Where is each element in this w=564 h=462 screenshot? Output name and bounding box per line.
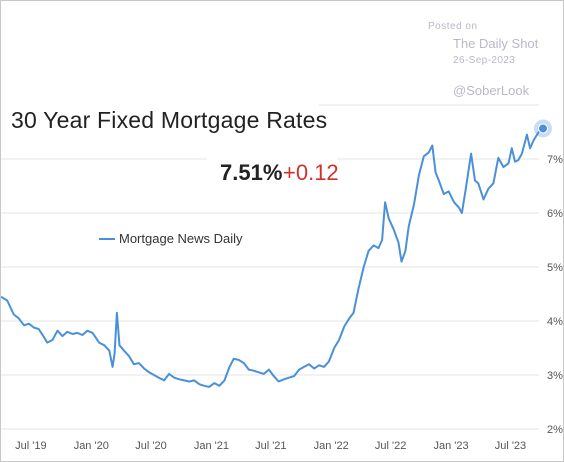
watermark-source: The Daily Shot bbox=[453, 36, 539, 51]
legend[interactable]: Mortgage News Daily bbox=[99, 231, 243, 246]
x-tick-label: Jul '21 bbox=[255, 440, 286, 452]
current-value: 7.51% bbox=[220, 160, 283, 185]
change-value: +0.12 bbox=[283, 160, 339, 185]
x-axis: Jul '19 Jan '20 Jul '20 Jan '21 Jul '21 Jan '… bbox=[15, 440, 526, 452]
y-tick-label: 7% bbox=[547, 154, 563, 166]
x-tick-label: Jul '19 bbox=[15, 440, 46, 452]
title-backdrop bbox=[1, 95, 319, 151]
last-point-marker[interactable] bbox=[538, 123, 548, 134]
legend-swatch bbox=[99, 237, 115, 240]
y-tick-label: 3% bbox=[547, 370, 563, 382]
watermark-date: 26-Sep-2023 bbox=[453, 55, 516, 66]
x-tick-label: Jul '20 bbox=[135, 440, 166, 452]
x-tick-label: Jan '20 bbox=[74, 440, 109, 452]
value-backdrop bbox=[207, 151, 337, 193]
chart-title: 30 Year Fixed Mortgage Rates bbox=[11, 107, 328, 133]
y-tick-label: 2% bbox=[547, 424, 563, 436]
series-layer bbox=[1, 119, 552, 388]
x-tick-label: Jul '22 bbox=[375, 440, 406, 452]
legend-label: Mortgage News Daily bbox=[119, 231, 243, 246]
y-axis: 2% 3% 4% 5% 6% 7% bbox=[547, 154, 563, 436]
x-tick-label: Jan '23 bbox=[433, 440, 468, 452]
watermark-posted: Posted on bbox=[428, 21, 478, 32]
x-tick-label: Jul '23 bbox=[495, 440, 526, 452]
y-tick-label: 6% bbox=[547, 208, 563, 220]
y-tick-label: 4% bbox=[547, 316, 563, 328]
series-line bbox=[1, 130, 540, 388]
x-tick-label: Jan '22 bbox=[314, 440, 349, 452]
x-tick-label: Jan '21 bbox=[194, 440, 229, 452]
y-tick-label: 5% bbox=[547, 262, 563, 274]
watermark-handle: @SoberLook bbox=[453, 83, 530, 98]
